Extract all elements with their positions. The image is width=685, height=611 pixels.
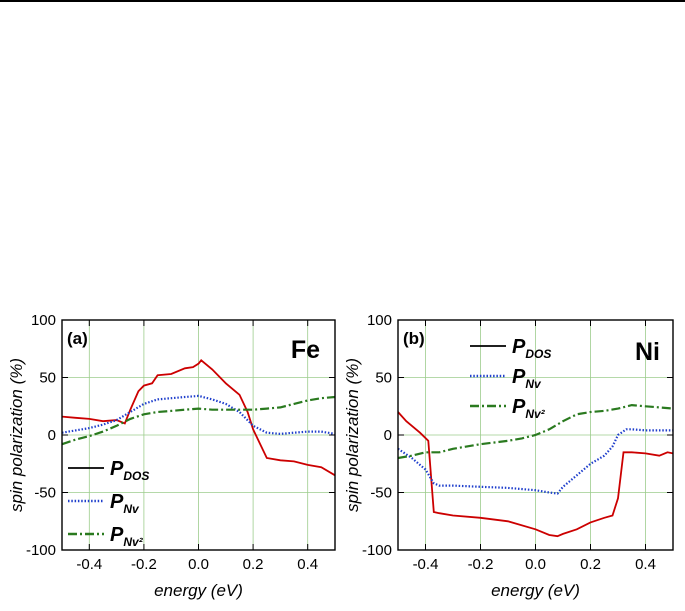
y-axis-label: spin polarization (%) <box>7 358 26 512</box>
y-tick-label: 0 <box>384 427 392 444</box>
legend-label: PNv² <box>512 396 546 421</box>
y-tick-label: 0 <box>48 427 56 444</box>
legend-label: PDOS <box>512 336 551 361</box>
y-tick-label: 50 <box>375 370 392 387</box>
series-p-dos-line <box>62 359 335 477</box>
legend-label: PDOS <box>110 458 149 483</box>
element-label: Ni <box>635 338 660 366</box>
y-tick-label: 50 <box>39 370 56 387</box>
panel-label: (a) <box>67 329 88 348</box>
x-axis-label: energy (eV) <box>491 581 580 600</box>
panel-label: (b) <box>403 329 425 348</box>
x-tick-label: 0.0 <box>188 556 209 573</box>
x-tick-label: -0.4 <box>76 556 102 573</box>
y-tick-label: -100 <box>26 542 56 559</box>
series-p-dos-line <box>398 411 673 538</box>
legend: PDOS PNv PNv² <box>68 458 149 549</box>
legend-label: PNv <box>512 366 542 391</box>
panel-b: -0.4 -0.2 0.0 0.2 0.4 -100 -50 0 50 100 energy (eV… <box>343 312 674 600</box>
x-tick-label: 0.2 <box>580 556 601 573</box>
series-p-nv2-line <box>398 403 673 460</box>
legend-label: PNv <box>110 491 140 516</box>
element-label: Fe <box>291 336 320 364</box>
series-p-nv-line <box>398 428 673 495</box>
legend: PDOS PNv PNv² <box>470 336 551 421</box>
x-tick-label: -0.4 <box>413 556 439 573</box>
series-p-nv-line <box>62 394 335 436</box>
y-tick-label: -50 <box>370 485 392 502</box>
y-tick-label: -50 <box>34 485 56 502</box>
x-tick-label: 0.0 <box>525 556 546 573</box>
x-tick-label: 0.2 <box>243 556 264 573</box>
x-tick-label: -0.2 <box>468 556 494 573</box>
y-tick-label: -100 <box>362 542 392 559</box>
top-rule <box>0 0 685 2</box>
x-tick-label: 0.4 <box>635 556 656 573</box>
y-tick-label: 100 <box>367 312 392 329</box>
y-tick-label: 100 <box>31 312 56 329</box>
x-axis-label: energy (eV) <box>154 581 243 600</box>
x-tick-label: -0.2 <box>131 556 157 573</box>
x-tick-label: 0.4 <box>297 556 318 573</box>
y-axis-label: spin polarization (%) <box>343 358 362 512</box>
legend-label: PNv² <box>110 524 144 549</box>
panel-a: -0.4 -0.2 0.0 0.2 0.4 -100 -50 0 50 100 energy (eV… <box>7 312 336 600</box>
series-p-nv2-line <box>62 395 335 446</box>
